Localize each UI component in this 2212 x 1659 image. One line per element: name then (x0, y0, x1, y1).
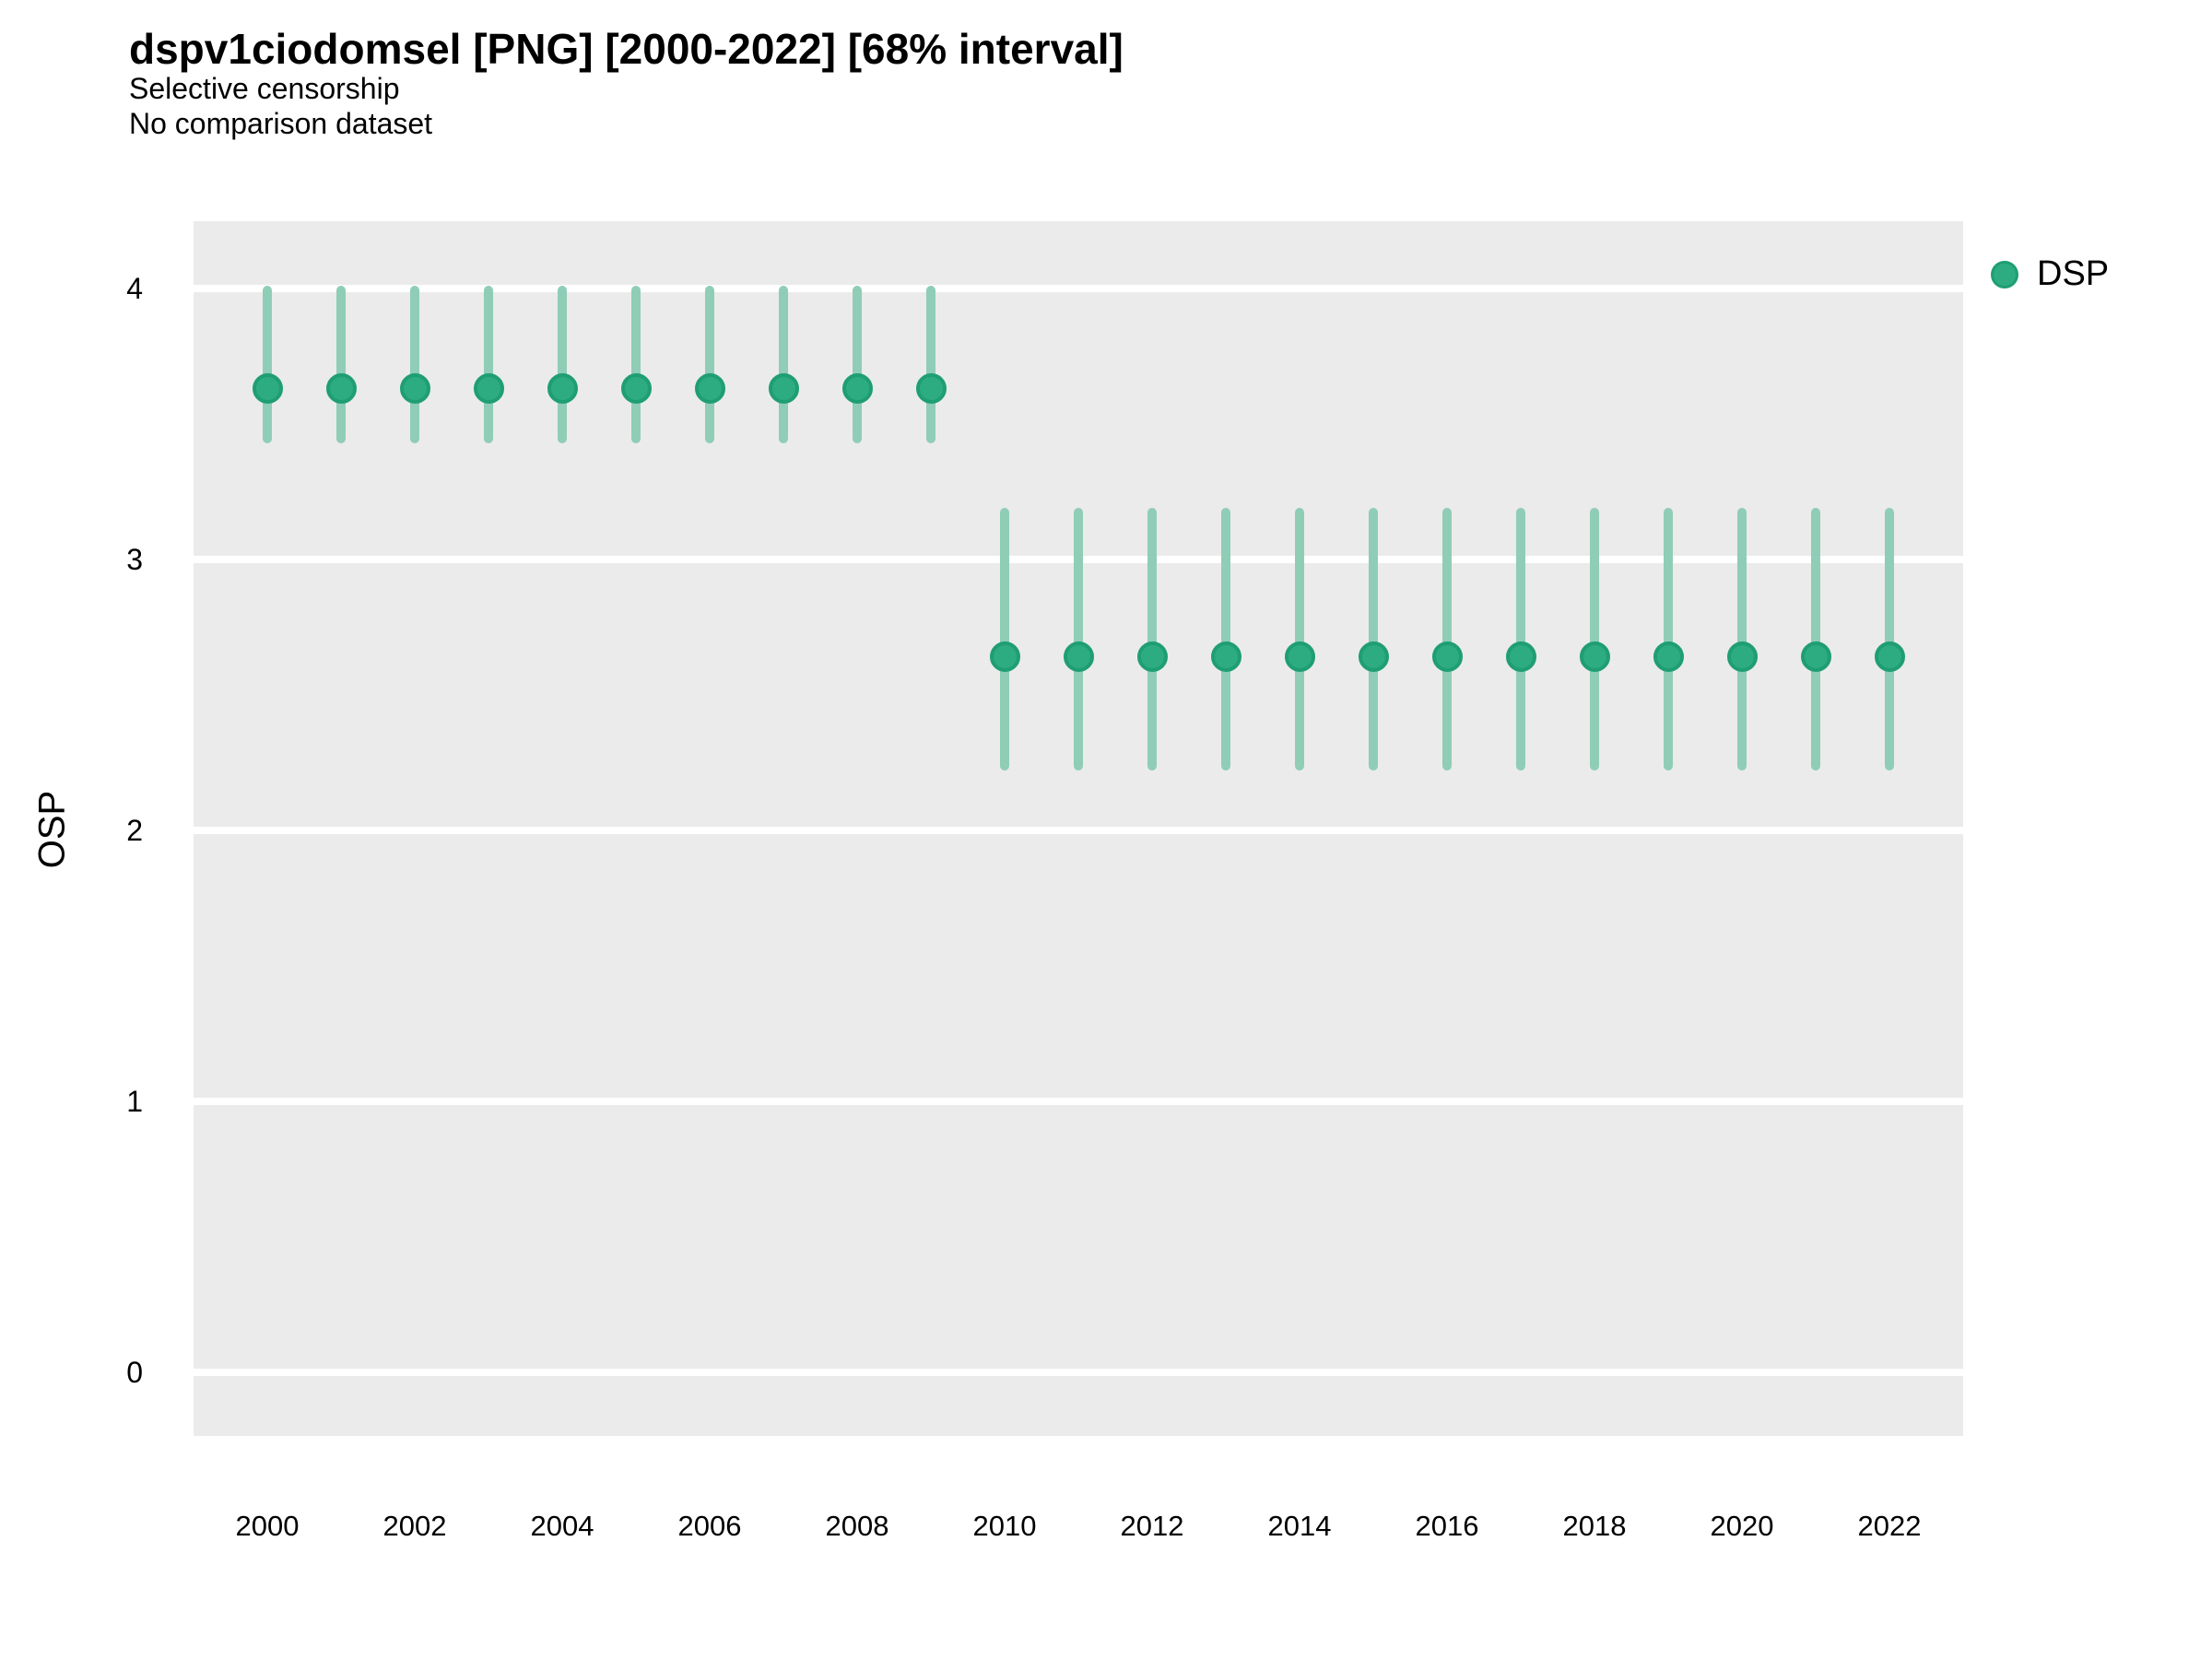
y-tick-label-4: 4 (126, 272, 143, 305)
point-estimate-2022 (1874, 641, 1905, 673)
interval-bar-2019 (1664, 508, 1673, 771)
point-estimate-2000 (252, 373, 283, 405)
x-tick-label-2004: 2004 (530, 1510, 594, 1542)
grid-line-y-1 (194, 1098, 1963, 1105)
legend: DSP (1991, 254, 2109, 294)
interval-bar-2015 (1369, 508, 1378, 771)
point-estimate-2003 (473, 373, 504, 405)
point-estimate-2006 (694, 373, 725, 405)
interval-bar-2010 (1000, 508, 1009, 771)
y-tick-label-3: 3 (126, 543, 143, 576)
interval-bar-2012 (1147, 508, 1157, 771)
x-tick-label-2010: 2010 (972, 1510, 1037, 1542)
chart-title: dspv1ciodomsel [PNG] [2000-2022] [68% in… (129, 25, 1124, 73)
interval-bar-2018 (1590, 508, 1599, 771)
interval-bar-2002 (410, 286, 419, 443)
grid-line-y-2 (194, 827, 1963, 834)
x-tick-label-2000: 2000 (235, 1510, 300, 1542)
x-tick-label-2008: 2008 (825, 1510, 889, 1542)
interval-bar-2021 (1811, 508, 1820, 771)
point-estimate-2008 (841, 373, 873, 405)
x-tick-label-2018: 2018 (1562, 1510, 1627, 1542)
x-tick-label-2020: 2020 (1710, 1510, 1774, 1542)
y-tick-label-0: 0 (126, 1356, 143, 1389)
interval-bar-2005 (631, 286, 641, 443)
interval-bar-2022 (1885, 508, 1894, 771)
x-tick-label-2006: 2006 (677, 1510, 742, 1542)
point-estimate-2014 (1284, 641, 1315, 673)
x-tick-label-2002: 2002 (382, 1510, 447, 1542)
point-estimate-2011 (1063, 641, 1094, 673)
point-estimate-2010 (989, 641, 1020, 673)
x-tick-label-2012: 2012 (1120, 1510, 1184, 1542)
legend-label: DSP (2037, 254, 2110, 293)
point-estimate-2004 (547, 373, 578, 405)
y-tick-label-2: 2 (126, 814, 143, 847)
x-tick-label-2016: 2016 (1415, 1510, 1479, 1542)
point-estimate-2015 (1358, 641, 1389, 673)
x-tick-label-2022: 2022 (1857, 1510, 1922, 1542)
interval-bar-2014 (1295, 508, 1304, 771)
point-estimate-2019 (1653, 641, 1684, 673)
interval-bar-2004 (558, 286, 567, 443)
grid-line-y-0 (194, 1369, 1963, 1376)
interval-bar-2011 (1074, 508, 1083, 771)
chart-subtitle-1: Selective censorship (129, 72, 400, 105)
interval-bar-2020 (1737, 508, 1747, 771)
x-tick-label-2014: 2014 (1267, 1510, 1332, 1542)
interval-bar-2009 (926, 286, 935, 443)
point-estimate-2016 (1431, 641, 1463, 673)
point-estimate-2002 (399, 373, 430, 405)
point-estimate-2012 (1136, 641, 1168, 673)
point-estimate-2007 (768, 373, 799, 405)
point-estimate-2020 (1726, 641, 1758, 673)
interval-bar-2006 (705, 286, 714, 443)
point-estimate-2013 (1210, 641, 1241, 673)
point-estimate-2021 (1800, 641, 1831, 673)
y-tick-label-1: 1 (126, 1085, 143, 1118)
interval-bar-2001 (336, 286, 346, 443)
legend-marker-icon (1991, 260, 2018, 288)
interval-bar-2003 (484, 286, 493, 443)
point-estimate-2018 (1579, 641, 1610, 673)
point-estimate-2001 (325, 373, 357, 405)
point-estimate-2009 (915, 373, 947, 405)
grid-line-y-4 (194, 285, 1963, 292)
chart-subtitle-2: No comparison dataset (129, 107, 433, 140)
interval-bar-2016 (1442, 508, 1452, 771)
interval-bar-2007 (779, 286, 788, 443)
interval-bar-2008 (853, 286, 862, 443)
point-estimate-2017 (1505, 641, 1536, 673)
interval-bar-2017 (1516, 508, 1525, 771)
point-estimate-2005 (620, 373, 652, 405)
interval-bar-2000 (263, 286, 272, 443)
interval-bar-2013 (1221, 508, 1230, 771)
